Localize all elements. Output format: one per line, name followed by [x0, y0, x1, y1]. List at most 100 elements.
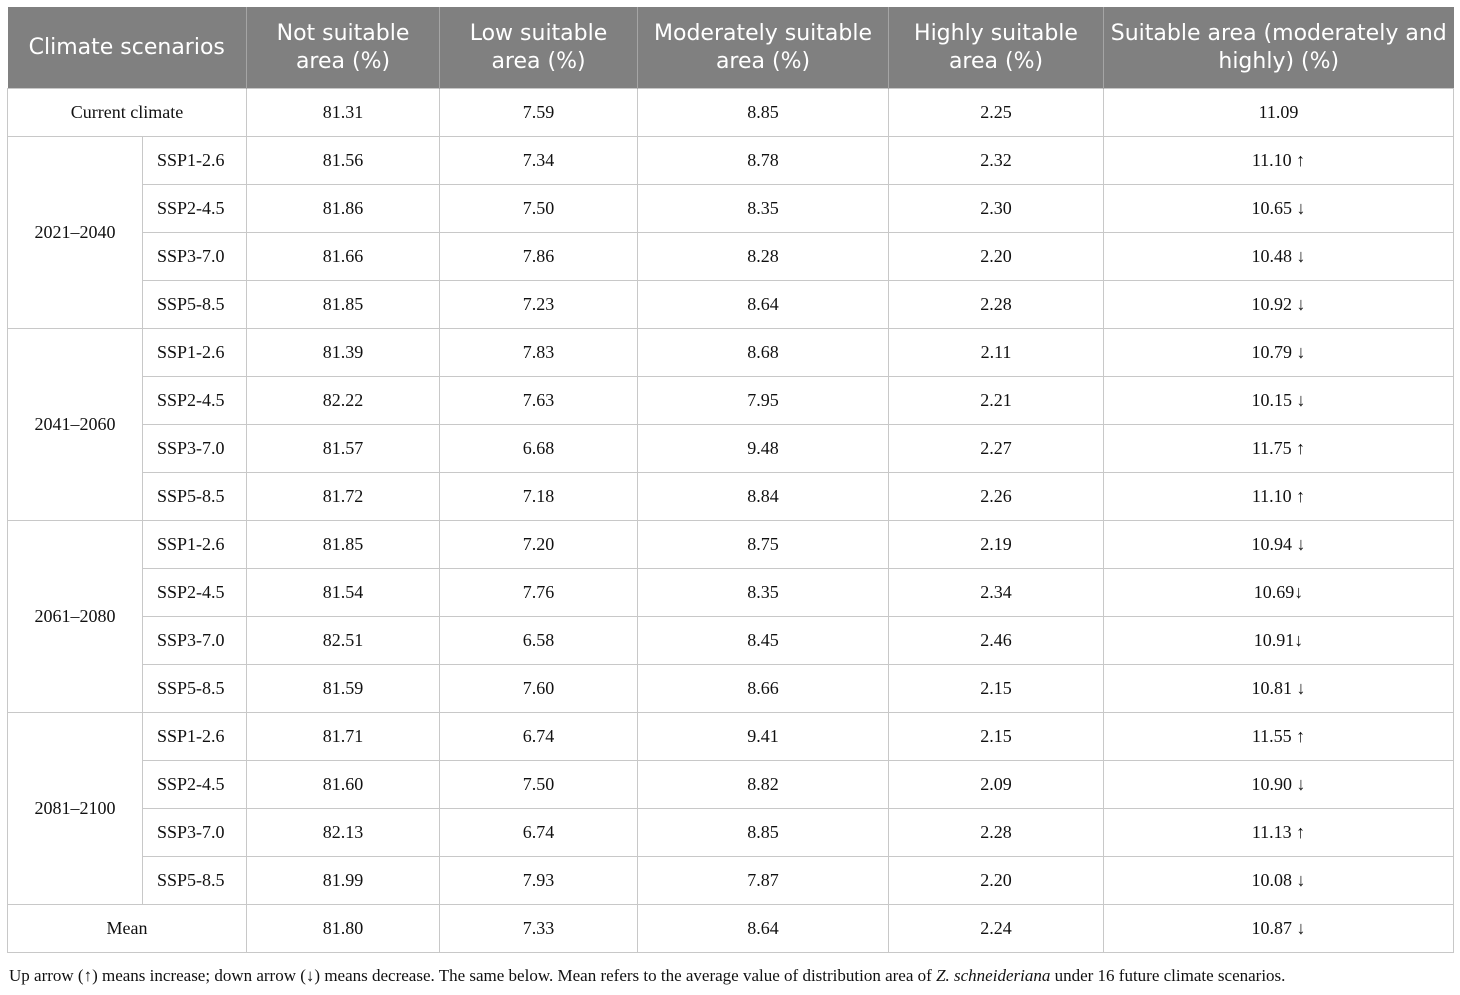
value-cell: 11.10 ↑ — [1103, 136, 1454, 185]
value-cell: 7.86 — [439, 232, 638, 281]
value-cell: 7.50 — [439, 184, 638, 233]
header-climate-scenarios: Climate scenarios — [7, 7, 247, 89]
footnote-text-end: under 16 future climate scenarios. — [1050, 966, 1286, 985]
value-cell: 7.18 — [439, 472, 638, 521]
value-cell: 2.34 — [888, 568, 1104, 617]
value-cell: 7.59 — [439, 88, 638, 137]
value-cell: 8.85 — [637, 88, 889, 137]
value-cell: 2.11 — [888, 328, 1104, 377]
scenario-label: SSP2-4.5 — [142, 568, 247, 617]
value-cell: 81.85 — [246, 280, 440, 329]
value-cell: 81.60 — [246, 760, 440, 809]
value-cell: 10.94 ↓ — [1103, 520, 1454, 569]
value-cell: 82.51 — [246, 616, 440, 665]
table-row: SSP3-7.0 81.66 7.86 8.28 2.20 10.48 ↓ — [8, 232, 1454, 281]
value-cell: 7.93 — [439, 856, 638, 905]
scenario-label: SSP2-4.5 — [142, 760, 247, 809]
table-row: 2061–2080 SSP1-2.6 81.85 7.20 8.75 2.19 10.94 … — [7, 520, 1454, 713]
value-cell: 8.78 — [637, 136, 889, 185]
table-row: SSP3-7.0 82.51 6.58 8.45 2.46 10.91↓ — [8, 616, 1454, 665]
value-cell: 7.34 — [439, 136, 638, 185]
scenario-label: SSP5-8.5 — [142, 664, 247, 713]
period-label: 2021–2040 — [7, 136, 143, 329]
value-cell: 7.95 — [637, 376, 889, 425]
value-cell: 2.32 — [888, 136, 1104, 185]
value-cell: 81.39 — [246, 328, 440, 377]
value-cell: 2.21 — [888, 376, 1104, 425]
value-cell: 7.76 — [439, 568, 638, 617]
value-cell: 11.10 ↑ — [1103, 472, 1454, 521]
value-cell: 7.63 — [439, 376, 638, 425]
value-cell: 7.60 — [439, 664, 638, 713]
value-cell: 11.13 ↑ — [1103, 808, 1454, 857]
value-cell: 6.74 — [439, 808, 638, 857]
table-row: SSP5-8.5 81.99 7.93 7.87 2.20 10.08 ↓ — [8, 856, 1454, 905]
value-cell: 10.92 ↓ — [1103, 280, 1454, 329]
value-cell: 8.35 — [637, 568, 889, 617]
value-cell: 9.41 — [637, 712, 889, 761]
value-cell: 10.81 ↓ — [1103, 664, 1454, 713]
value-cell: 81.31 — [246, 88, 440, 137]
header-highly-suitable: Highly suitable area (%) — [888, 7, 1104, 89]
scenario-label: SSP1-2.6 — [142, 520, 247, 569]
value-cell: 2.30 — [888, 184, 1104, 233]
table-row: 2021–2040 SSP1-2.6 81.56 7.34 8.78 2.32 11.10 … — [7, 136, 1454, 329]
scenario-label: SSP1-2.6 — [142, 712, 247, 761]
period-label: 2061–2080 — [7, 520, 143, 713]
value-cell: 2.20 — [888, 232, 1104, 281]
value-cell: 10.15 ↓ — [1103, 376, 1454, 425]
value-cell: 8.28 — [637, 232, 889, 281]
scenario-label: SSP5-8.5 — [142, 280, 247, 329]
table-row-mean: Mean 81.80 7.33 8.64 2.24 10.87 ↓ — [7, 904, 1454, 953]
value-cell: 2.19 — [888, 520, 1104, 569]
period-label: 2041–2060 — [7, 328, 143, 521]
value-cell: 81.72 — [246, 472, 440, 521]
value-cell: 2.24 — [888, 904, 1104, 953]
value-cell: 81.59 — [246, 664, 440, 713]
table-row: SSP2-4.5 81.86 7.50 8.35 2.30 10.65 ↓ — [8, 184, 1454, 233]
table-row: 2041–2060 SSP1-2.6 81.39 7.83 8.68 2.11 10.79 … — [7, 328, 1454, 521]
header-moderately-suitable: Moderately suitable area (%) — [637, 7, 889, 89]
value-cell: 8.64 — [637, 904, 889, 953]
value-cell: 82.22 — [246, 376, 440, 425]
table-body: Current climate 81.31 7.59 8.85 2.25 11.09 202… — [7, 88, 1454, 953]
value-cell: 8.85 — [637, 808, 889, 857]
value-cell: 6.74 — [439, 712, 638, 761]
value-cell: 81.57 — [246, 424, 440, 473]
table-row: SSP3-7.0 82.13 6.74 8.85 2.28 11.13 ↑ — [8, 808, 1454, 857]
value-cell: 7.87 — [637, 856, 889, 905]
table-row: SSP2-4.5 81.54 7.76 8.35 2.34 10.69↓ — [8, 568, 1454, 617]
suitability-table: Climate scenarios Not suitable area (%) … — [7, 7, 1454, 953]
value-cell: 10.48 ↓ — [1103, 232, 1454, 281]
footnote-text: Up arrow (↑) means increase; down arrow … — [9, 966, 937, 985]
value-cell: 6.68 — [439, 424, 638, 473]
value-cell: 10.91↓ — [1103, 616, 1454, 665]
value-cell: 2.25 — [888, 88, 1104, 137]
value-cell: 7.20 — [439, 520, 638, 569]
value-cell: 10.69↓ — [1103, 568, 1454, 617]
scenario-label: SSP2-4.5 — [142, 376, 247, 425]
value-cell: 7.23 — [439, 280, 638, 329]
row-label-mean: Mean — [7, 904, 247, 953]
value-cell: 2.09 — [888, 760, 1104, 809]
scenario-label: SSP5-8.5 — [142, 472, 247, 521]
row-label-current-climate: Current climate — [7, 88, 247, 137]
scenario-label: SSP5-8.5 — [142, 856, 247, 905]
table-row: SSP5-8.5 81.85 7.23 8.64 2.28 10.92 ↓ — [8, 280, 1454, 329]
value-cell: 7.50 — [439, 760, 638, 809]
scenario-label: SSP3-7.0 — [142, 424, 247, 473]
table-frame: Climate scenarios Not suitable area (%) … — [7, 7, 1454, 989]
value-cell: 8.45 — [637, 616, 889, 665]
header-low-suitable: Low suitable area (%) — [439, 7, 638, 89]
value-cell: 8.75 — [637, 520, 889, 569]
value-cell: 10.87 ↓ — [1103, 904, 1454, 953]
scenario-label: SSP1-2.6 — [142, 328, 247, 377]
value-cell: 81.71 — [246, 712, 440, 761]
value-cell: 2.46 — [888, 616, 1104, 665]
value-cell: 11.55 ↑ — [1103, 712, 1454, 761]
scenario-label: SSP3-7.0 — [142, 232, 247, 281]
value-cell: 81.66 — [246, 232, 440, 281]
table-row: SSP5-8.5 81.59 7.60 8.66 2.15 10.81 ↓ — [8, 664, 1454, 713]
table-footnote: Up arrow (↑) means increase; down arrow … — [9, 966, 1285, 986]
value-cell: 81.54 — [246, 568, 440, 617]
